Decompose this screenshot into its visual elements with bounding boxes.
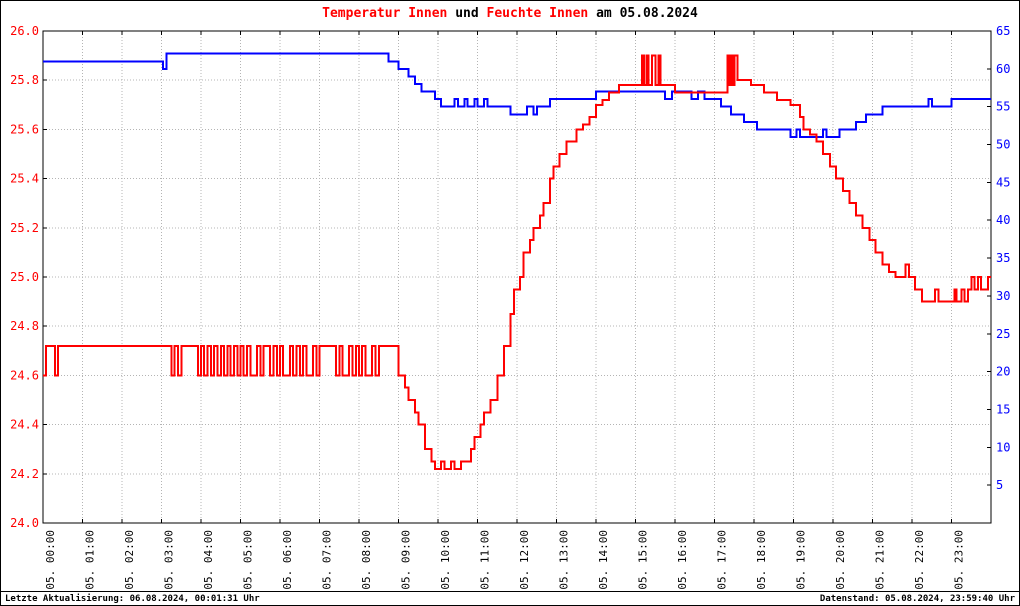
left-axis-tick-label: 26.0 <box>10 24 39 38</box>
x-axis-tick-label: 05. 23:00 <box>953 530 966 590</box>
left-axis-tick-label: 25.8 <box>10 73 39 87</box>
x-axis-tick-label: 05. 05:00 <box>242 530 255 590</box>
chart-title-part: und <box>447 6 487 21</box>
footer-data-state: Datenstand: 05.08.2024, 23:59:40 Uhr <box>819 593 1015 604</box>
left-axis-tick-label: 24.4 <box>10 418 39 432</box>
right-axis-tick-label: 50 <box>996 138 1010 152</box>
x-axis-tick-label: 05. 17:00 <box>716 530 729 590</box>
x-axis-tick-label: 05. 07:00 <box>321 530 334 590</box>
x-axis-tick-label: 05. 02:00 <box>123 530 136 590</box>
chart-title-part: Temperatur Innen <box>322 6 448 21</box>
right-axis-tick-label: 55 <box>996 100 1010 114</box>
right-axis-tick-label: 5 <box>996 478 1003 492</box>
left-axis-tick-label: 25.6 <box>10 122 39 136</box>
chart-title-part: am 05.08.2024 <box>588 6 698 21</box>
x-axis-tick-label: 05. 04:00 <box>202 530 215 590</box>
right-axis-tick-label: 20 <box>996 365 1010 379</box>
chart-title: Temperatur Innen und Feuchte Innen am 05… <box>1 6 1019 21</box>
x-axis-tick-label: 05. 08:00 <box>360 530 373 590</box>
right-axis-tick-label: 60 <box>996 62 1010 76</box>
x-axis-tick-label: 05. 22:00 <box>913 530 926 590</box>
x-axis-tick-label: 05. 15:00 <box>637 530 650 590</box>
x-axis-tick-label: 05. 01:00 <box>84 530 97 590</box>
right-axis-tick-label: 45 <box>996 175 1010 189</box>
right-axis-tick-label: 30 <box>996 289 1010 303</box>
x-axis-tick-label: 05. 21:00 <box>874 530 887 590</box>
left-axis-tick-label: 24.2 <box>10 467 39 481</box>
left-axis-tick-label: 24.0 <box>10 516 39 530</box>
x-axis-tick-label: 05. 11:00 <box>479 530 492 590</box>
right-axis-tick-label: 25 <box>996 327 1010 341</box>
right-axis-tick-label: 65 <box>996 24 1010 38</box>
x-axis-tick-label: 05. 10:00 <box>439 530 452 590</box>
x-axis-tick-label: 05. 14:00 <box>597 530 610 590</box>
left-axis-tick-label: 25.4 <box>10 172 39 186</box>
x-axis-tick-label: 05. 16:00 <box>676 530 689 590</box>
right-axis-tick-label: 15 <box>996 403 1010 417</box>
x-axis-tick-label: 05. 03:00 <box>163 530 176 590</box>
x-axis-tick-label: 05. 00:00 <box>44 530 57 590</box>
footer: Letzte Aktualisierung: 06.08.2024, 00:01… <box>1 591 1019 605</box>
x-axis-tick-label: 05. 19:00 <box>795 530 808 590</box>
left-axis-tick-label: 24.8 <box>10 319 39 333</box>
footer-last-update: Letzte Aktualisierung: 06.08.2024, 00:01… <box>5 593 260 604</box>
chart-title-part: Feuchte Innen <box>486 6 589 21</box>
left-axis-tick-label: 24.6 <box>10 368 39 382</box>
chart-svg: 26.0 25.8 25.6 25.4 25.2 25.0 24.8 24.6 24.4 24.2… <box>10 24 1010 590</box>
right-axis-tick-label: 10 <box>996 440 1010 454</box>
humidity-series-line <box>43 52 991 138</box>
x-axis-tick-label: 05. 12:00 <box>518 530 531 590</box>
x-axis-tick-label: 05. 20:00 <box>834 530 847 590</box>
left-axis-tick-label: 25.0 <box>10 270 39 284</box>
x-axis-tick-label: 05. 13:00 <box>558 530 571 590</box>
x-axis-tick-label: 05. 18:00 <box>755 530 768 590</box>
left-axis-tick-label: 25.2 <box>10 221 39 235</box>
x-axis-tick-label: 05. 09:00 <box>400 530 413 590</box>
right-axis-tick-label: 40 <box>996 213 1010 227</box>
temperature-series-line <box>43 54 991 470</box>
x-axis-tick-label: 05. 06:00 <box>281 530 294 590</box>
right-axis-tick-label: 35 <box>996 251 1010 265</box>
